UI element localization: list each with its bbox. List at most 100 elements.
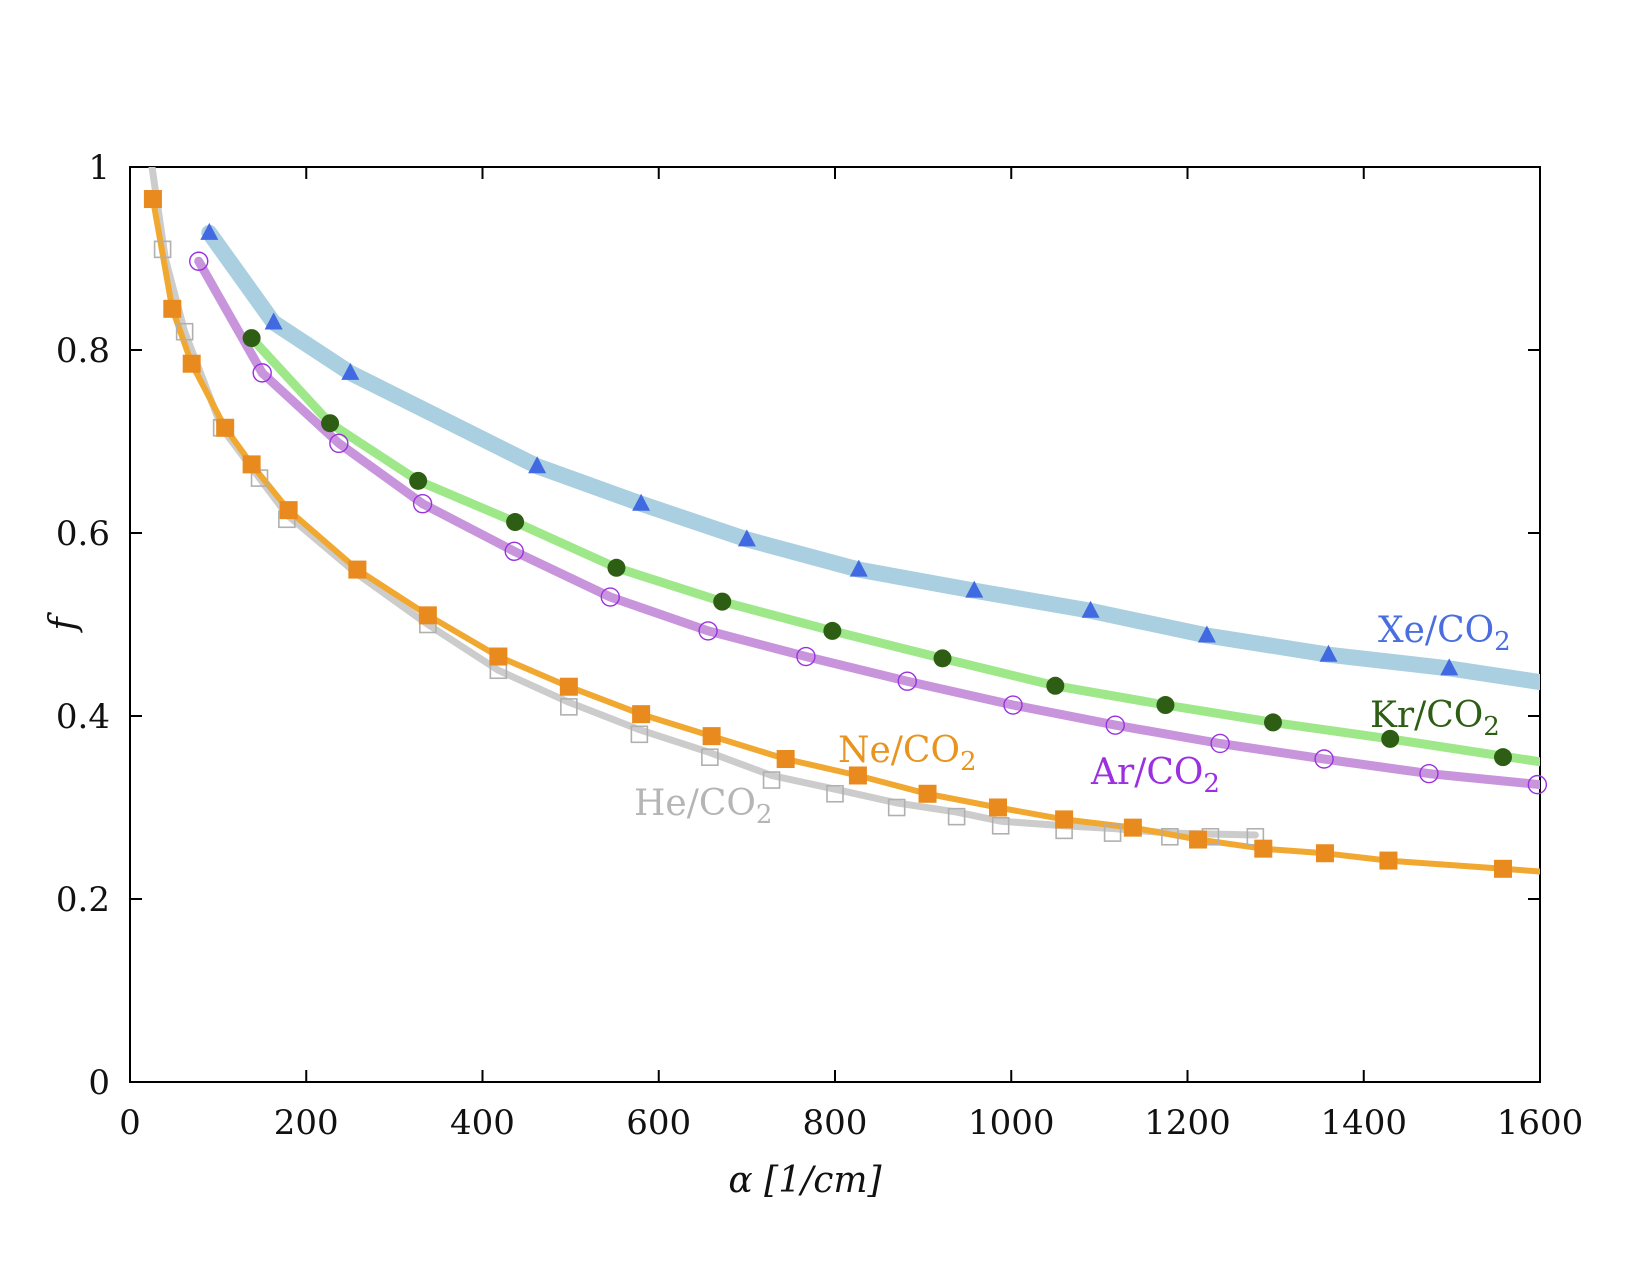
series-label-text: Kr/CO (1370, 695, 1483, 736)
series-label-he-co2: He/CO2 (634, 783, 772, 830)
data-point-ne-co2 (143, 190, 162, 209)
data-point-kr-co2 (1263, 713, 1282, 732)
data-point-he-co2 (153, 240, 172, 259)
data-point-he-co2 (1103, 824, 1122, 842)
data-point-ar-co2 (897, 671, 917, 691)
data-point-ne-co2 (1189, 830, 1208, 849)
y-tick-label: 0.2 (56, 880, 110, 920)
data-point-ne-co2 (216, 418, 235, 437)
data-point-he-co2 (175, 322, 194, 341)
data-point-ne-co2 (848, 766, 867, 785)
x-tick-label: 600 (626, 1103, 691, 1143)
y-tick-label: 1 (88, 148, 110, 188)
axis-ticks: 0 200 400 600 800 1000 1200 1400 1600 0 0.2 0.4 0.6 0… (56, 148, 1583, 1143)
data-point-ne-co2 (1254, 839, 1273, 858)
x-tick-label: 0 (119, 1103, 141, 1143)
series-label-subscript: 2 (1494, 627, 1511, 657)
data-point-xe-co2 (264, 312, 283, 330)
data-point-xe-co2 (965, 580, 984, 598)
data-point-ar-co2 (412, 494, 433, 514)
series-line-ar-co2 (194, 256, 1540, 790)
data-point-ar-co2 (252, 363, 272, 383)
data-point-ne-co2 (279, 501, 298, 520)
data-point-ne-co2 (182, 354, 201, 373)
data-point-kr-co2 (242, 329, 261, 348)
data-point-ne-co2 (1493, 859, 1512, 878)
series-label-subscript: 2 (756, 800, 773, 830)
data-point-kr-co2 (713, 592, 732, 611)
series-markers (143, 190, 1548, 878)
data-point-ar-co2 (329, 433, 349, 454)
data-point-kr-co2 (1493, 748, 1512, 767)
data-point-ne-co2 (632, 705, 651, 724)
data-point-xe-co2 (737, 529, 756, 547)
x-tick-label: 1600 (1497, 1103, 1584, 1143)
data-point-he-co2 (762, 771, 781, 789)
y-tick-label: 0 (88, 1063, 110, 1103)
data-point-ne-co2 (1315, 844, 1334, 863)
data-point-kr-co2 (1381, 729, 1400, 748)
series-label-text: Ar/CO (1090, 752, 1203, 793)
data-point-kr-co2 (409, 471, 428, 490)
data-point-ne-co2 (1123, 818, 1142, 837)
series-label-text: Xe/CO (1378, 610, 1494, 651)
data-point-kr-co2 (607, 558, 626, 577)
data-point-he-co2 (1161, 827, 1179, 846)
data-point-ar-co2 (1003, 695, 1023, 715)
data-point-kr-co2 (823, 621, 842, 640)
data-point-he-co2 (826, 784, 844, 803)
data-point-ne-co2 (776, 750, 795, 769)
data-point-ar-co2 (600, 587, 620, 607)
series-label-xe-co2: Xe/CO2 (1378, 610, 1511, 657)
data-point-xe-co2 (200, 222, 219, 240)
data-point-xe-co2 (1197, 625, 1216, 643)
data-point-ne-co2 (1379, 851, 1398, 870)
data-point-kr-co2 (1156, 696, 1175, 715)
x-tick-label: 1000 (968, 1103, 1055, 1143)
series-label-ar-co2: Ar/CO2 (1090, 752, 1220, 799)
data-point-xe-co2 (341, 362, 360, 380)
data-point-ar-co2 (189, 251, 209, 271)
data-point-xe-co2 (849, 559, 868, 577)
x-tick-label: 800 (803, 1103, 868, 1143)
data-point-he-co2 (630, 725, 649, 744)
data-point-he-co2 (947, 807, 966, 826)
data-point-kr-co2 (933, 649, 952, 668)
data-point-he-co2 (560, 698, 578, 716)
series-line-kr-co2 (247, 333, 1540, 767)
data-point-ne-co2 (989, 798, 1008, 817)
series-label-subscript: 2 (1203, 769, 1220, 799)
data-point-ne-co2 (418, 606, 437, 625)
data-point-kr-co2 (321, 414, 340, 433)
data-point-ne-co2 (489, 647, 508, 666)
data-point-ar-co2 (504, 541, 524, 561)
data-point-xe-co2 (528, 456, 547, 474)
data-point-kr-co2 (506, 513, 525, 532)
data-point-ne-co2 (242, 455, 261, 474)
data-point-xe-co2 (1319, 644, 1338, 662)
x-axis-label: α [1/cm] (728, 1160, 882, 1201)
data-point-ar-co2 (698, 621, 718, 641)
y-tick-label: 0.6 (56, 514, 110, 554)
x-tick-label: 400 (450, 1103, 515, 1143)
y-axis-label: f (43, 612, 84, 634)
data-point-ar-co2 (1527, 774, 1548, 795)
data-point-xe-co2 (1081, 600, 1100, 618)
data-point-he-co2 (887, 798, 906, 817)
series-label-text: Ne/CO (838, 730, 960, 771)
y-tick-label: 0.8 (56, 331, 110, 371)
y-tick-label: 0.4 (56, 697, 110, 737)
data-point-he-co2 (991, 816, 1010, 835)
data-point-ne-co2 (702, 727, 721, 746)
x-tick-label: 200 (274, 1103, 339, 1143)
series-label-subscript: 2 (1483, 712, 1500, 742)
data-point-ne-co2 (348, 560, 367, 579)
series-label-subscript: 2 (960, 747, 977, 777)
data-point-ne-co2 (1055, 810, 1074, 829)
data-point-ne-co2 (918, 784, 937, 803)
data-point-ar-co2 (1314, 749, 1334, 769)
data-point-ar-co2 (796, 646, 816, 667)
data-point-he-co2 (701, 748, 719, 766)
